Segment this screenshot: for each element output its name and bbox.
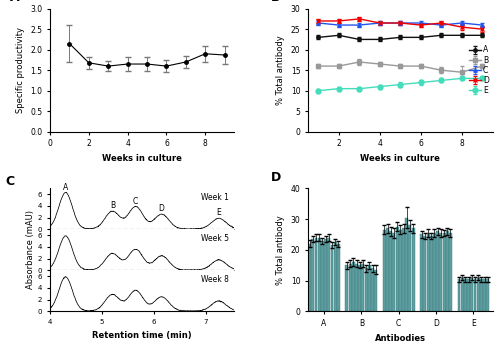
- Bar: [408, 225, 412, 311]
- Bar: [346, 265, 348, 311]
- Bar: [386, 228, 389, 311]
- Bar: [321, 240, 324, 311]
- Bar: [449, 233, 452, 311]
- Bar: [470, 277, 474, 311]
- Text: B: B: [110, 201, 115, 210]
- Bar: [426, 233, 430, 311]
- X-axis label: Weeks in culture: Weeks in culture: [360, 154, 440, 163]
- Bar: [477, 277, 480, 311]
- Y-axis label: Absorbance (mAU): Absorbance (mAU): [26, 210, 35, 289]
- Bar: [474, 279, 476, 311]
- Bar: [364, 268, 368, 311]
- Text: B: B: [272, 0, 281, 4]
- Y-axis label: % Total antibody: % Total antibody: [276, 215, 285, 285]
- Text: D: D: [158, 204, 164, 213]
- Bar: [424, 236, 426, 311]
- X-axis label: Weeks in culture: Weeks in culture: [102, 154, 182, 163]
- Text: A: A: [63, 183, 68, 192]
- Bar: [318, 238, 320, 311]
- Bar: [446, 231, 448, 311]
- Bar: [392, 233, 396, 311]
- Bar: [467, 279, 470, 311]
- Bar: [358, 265, 361, 311]
- Bar: [430, 236, 432, 311]
- Y-axis label: Specific productivity: Specific productivity: [16, 27, 24, 113]
- Bar: [374, 270, 377, 311]
- Bar: [458, 279, 460, 311]
- Bar: [389, 231, 392, 311]
- Bar: [324, 239, 327, 311]
- Bar: [405, 218, 408, 311]
- Bar: [480, 279, 483, 311]
- Bar: [483, 279, 486, 311]
- Bar: [330, 245, 334, 311]
- Text: Week 8: Week 8: [201, 275, 229, 284]
- Text: Week 1: Week 1: [201, 193, 229, 202]
- Bar: [383, 230, 386, 311]
- Bar: [362, 264, 364, 311]
- Bar: [399, 230, 402, 311]
- X-axis label: Antibodies: Antibodies: [375, 334, 426, 343]
- Text: C: C: [6, 175, 15, 188]
- Text: A: A: [10, 0, 19, 4]
- Bar: [464, 279, 467, 311]
- Bar: [312, 239, 314, 311]
- Bar: [371, 268, 374, 311]
- Text: C: C: [133, 197, 138, 206]
- Bar: [486, 279, 490, 311]
- Bar: [442, 233, 446, 311]
- Bar: [337, 244, 340, 311]
- Text: E: E: [216, 208, 221, 217]
- Bar: [348, 264, 352, 311]
- Bar: [440, 233, 442, 311]
- Bar: [436, 231, 439, 311]
- Bar: [412, 228, 414, 311]
- Bar: [396, 227, 398, 311]
- Text: Week 5: Week 5: [201, 234, 229, 243]
- Legend: A, B, C, D, E: A, B, C, D, E: [469, 45, 488, 95]
- Bar: [368, 265, 371, 311]
- Bar: [460, 277, 464, 311]
- Bar: [328, 238, 330, 311]
- Bar: [433, 233, 436, 311]
- Bar: [402, 228, 405, 311]
- Y-axis label: % Total antibody: % Total antibody: [276, 35, 285, 105]
- Bar: [352, 262, 355, 311]
- Bar: [334, 242, 336, 311]
- Bar: [355, 264, 358, 311]
- Bar: [308, 244, 311, 311]
- Bar: [314, 238, 318, 311]
- X-axis label: Retention time (min): Retention time (min): [92, 330, 192, 339]
- Text: D: D: [272, 171, 281, 184]
- Bar: [420, 235, 423, 311]
